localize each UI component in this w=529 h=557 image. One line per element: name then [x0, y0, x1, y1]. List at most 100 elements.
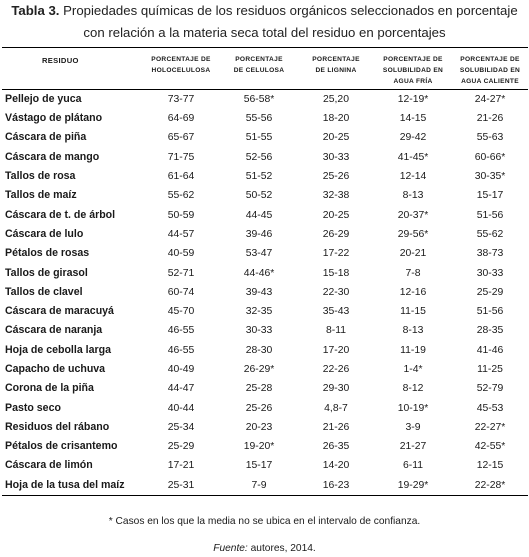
lignina-value: 22-30: [322, 286, 350, 298]
header-solubilidad-caliente: PORCENTAJE DE SOLUBILIDAD EN AGUA CALIENTE: [452, 47, 528, 90]
solubilidad-fria-value: 12-14: [399, 171, 427, 183]
residue-name: Cáscara de mango: [5, 150, 100, 163]
lignina-value: 26-29: [322, 228, 350, 240]
solubilidad-caliente-value: 12-15: [476, 460, 504, 472]
lignina-value: 16-23: [298, 475, 374, 496]
residue-name: Tallos de clavel: [5, 285, 83, 298]
solubilidad-fria-value: 7-8: [405, 267, 421, 279]
solubilidad-fria-value: 14-15: [399, 113, 427, 125]
lignina-value: 26-35: [322, 441, 350, 453]
celulosa-value: 52-56: [245, 151, 273, 163]
table-row: Cáscara de naranja 46-55 30-33 8-11 8-13 28-3…: [2, 321, 528, 340]
solubilidad-caliente-value: 52-79: [476, 383, 504, 395]
header-celulosa: PORCENTAJE DE CELULOSA: [220, 47, 298, 90]
residue-name: Pétalos de crisantemo: [5, 440, 118, 453]
table-row: Hoja de cebolla larga 46-55 28-30 17-20 11-1…: [2, 341, 528, 360]
table-row: Corona de la piña 44-47 25-28 29-30 8-12 52-7…: [2, 379, 528, 398]
caption-line-2: con relación a la materia seca total del…: [83, 25, 446, 40]
table-row: Pellejo de yuca 73-77 56-58* 25,20 12-19* 24-…: [2, 90, 528, 110]
header-solubilidad-fria: PORCENTAJE DE SOLUBILIDAD EN AGUA FRÍA: [374, 47, 452, 90]
solubilidad-fria-value: 1-4*: [403, 364, 423, 375]
table-row: Cáscara de lulo 44-57 39-46 26-29 29-56* 55-6…: [2, 225, 528, 244]
table-row: Residuos del rábano 25-34 20-23 21-26 3-9 22-…: [2, 418, 528, 437]
celulosa-value: 50-52: [245, 190, 273, 202]
table-row: Capacho de uchuva 40-49 26-29* 22-26 1-4* 11-…: [2, 360, 528, 379]
celulosa-value: 15-17: [245, 460, 273, 472]
solubilidad-caliente-value: 51-56: [476, 209, 504, 221]
holocelulosa-value: 61-64: [167, 171, 195, 183]
lignina-value: 35-43: [322, 306, 350, 318]
solubilidad-fria-value: 3-9: [405, 421, 421, 433]
residue-name: Pasto seco: [5, 401, 61, 414]
lignina-value: 21-26: [322, 421, 350, 433]
solubilidad-fria-value: 10-19*: [397, 402, 429, 414]
celulosa-value: 44-45: [245, 209, 273, 221]
solubilidad-fria-value: 8-13: [402, 190, 424, 202]
holocelulosa-value: 25-31: [142, 475, 220, 496]
residue-name: Tallos de girasol: [5, 266, 88, 279]
chemical-properties-table: RESIDUO PORCENTAJE DE HOLOCELULOSA PORCEN…: [2, 47, 528, 496]
holocelulosa-value: 45-70: [167, 306, 195, 318]
lignina-value: 4,8-7: [324, 402, 348, 414]
lignina-value: 30-33: [322, 151, 350, 163]
holocelulosa-value: 55-62: [167, 190, 195, 202]
residue-name: Pellejo de yuca: [5, 93, 82, 105]
celulosa-value: 53-47: [245, 248, 273, 260]
solubilidad-fria-value: 8-13: [402, 325, 424, 337]
table-row: Tallos de rosa 61-64 51-52 25-26 12-14 30-35*: [2, 167, 528, 186]
solubilidad-fria-value: 12-19*: [397, 94, 429, 105]
lignina-value: 14-20: [322, 460, 350, 472]
caption-label: Tabla 3.: [11, 3, 60, 18]
solubilidad-caliente-value: 25-29: [476, 286, 504, 298]
solubilidad-caliente-value: 30-35*: [474, 171, 506, 183]
residue-name: Capacho de uchuva: [5, 363, 106, 375]
residue-name: Corona de la piña: [5, 382, 94, 395]
holocelulosa-value: 46-55: [167, 344, 195, 356]
residue-name: Tallos de maíz: [5, 189, 77, 202]
solubilidad-fria-value: 11-19: [400, 344, 426, 356]
holocelulosa-value: 60-74: [167, 286, 195, 298]
holocelulosa-value: 46-55: [167, 325, 195, 337]
residue-name: Tallos de rosa: [5, 170, 76, 183]
residue-name: Cáscara de maracuyá: [5, 305, 114, 318]
solubilidad-fria-value: 6-11: [402, 460, 424, 472]
lignina-value: 22-26: [322, 364, 350, 375]
residue-name: Residuos del rábano: [5, 420, 110, 433]
residue-name: Vástago de plátano: [5, 112, 103, 125]
solubilidad-caliente-value: 30-33: [476, 267, 504, 279]
caption-line-1: Tabla 3. Propiedades químicas de los res…: [0, 0, 529, 22]
lignina-value: 25-26: [322, 171, 350, 183]
table-row: Cáscara de piña 65-67 51-55 20-25 29-42 55-63: [2, 128, 528, 147]
solubilidad-fria-value: 8-12: [402, 383, 424, 395]
residue-name: Hoja de cebolla larga: [5, 343, 111, 356]
celulosa-value: 26-29*: [243, 364, 275, 375]
lignina-value: 15-18: [322, 267, 350, 279]
source-text: autores, 2014.: [250, 543, 316, 554]
holocelulosa-value: 25-29: [167, 441, 195, 453]
holocelulosa-value: 50-59: [167, 209, 195, 221]
celulosa-value: 55-56: [245, 113, 273, 125]
solubilidad-fria-value: 20-21: [399, 248, 427, 260]
residue-name: Hoja de la tusa del maíz: [2, 475, 142, 496]
solubilidad-fria-value: 21-27: [399, 441, 427, 453]
holocelulosa-value: 44-57: [167, 228, 195, 240]
celulosa-value: 39-43: [245, 286, 273, 298]
table-row: Pasto seco 40-44 25-26 4,8-7 10-19* 45-53: [2, 398, 528, 417]
residue-name: Cáscara de limón: [5, 459, 93, 472]
holocelulosa-value: 71-75: [167, 151, 195, 163]
residue-name: Cáscara de t. de árbol: [5, 208, 116, 221]
table-container: RESIDUO PORCENTAJE DE HOLOCELULOSA PORCEN…: [2, 47, 528, 496]
solubilidad-fria-value: 29-56*: [397, 228, 429, 240]
lignina-value: 17-22: [322, 248, 350, 260]
solubilidad-caliente-value: 41-46: [476, 344, 504, 356]
solubilidad-caliente-value: 24-27*: [474, 94, 506, 105]
celulosa-value: 39-46: [245, 228, 273, 240]
solubilidad-caliente-value: 28-35: [476, 325, 504, 337]
celulosa-value: 44-46*: [243, 267, 275, 279]
solubilidad-fria-value: 29-42: [399, 132, 427, 144]
table-caption: Tabla 3. Propiedades químicas de los res…: [0, 0, 529, 44]
holocelulosa-value: 17-21: [167, 460, 195, 472]
celulosa-value: 25-28: [245, 383, 273, 395]
solubilidad-caliente-value: 55-62: [476, 228, 504, 240]
residue-name: Pétalos de rosas: [5, 247, 90, 260]
